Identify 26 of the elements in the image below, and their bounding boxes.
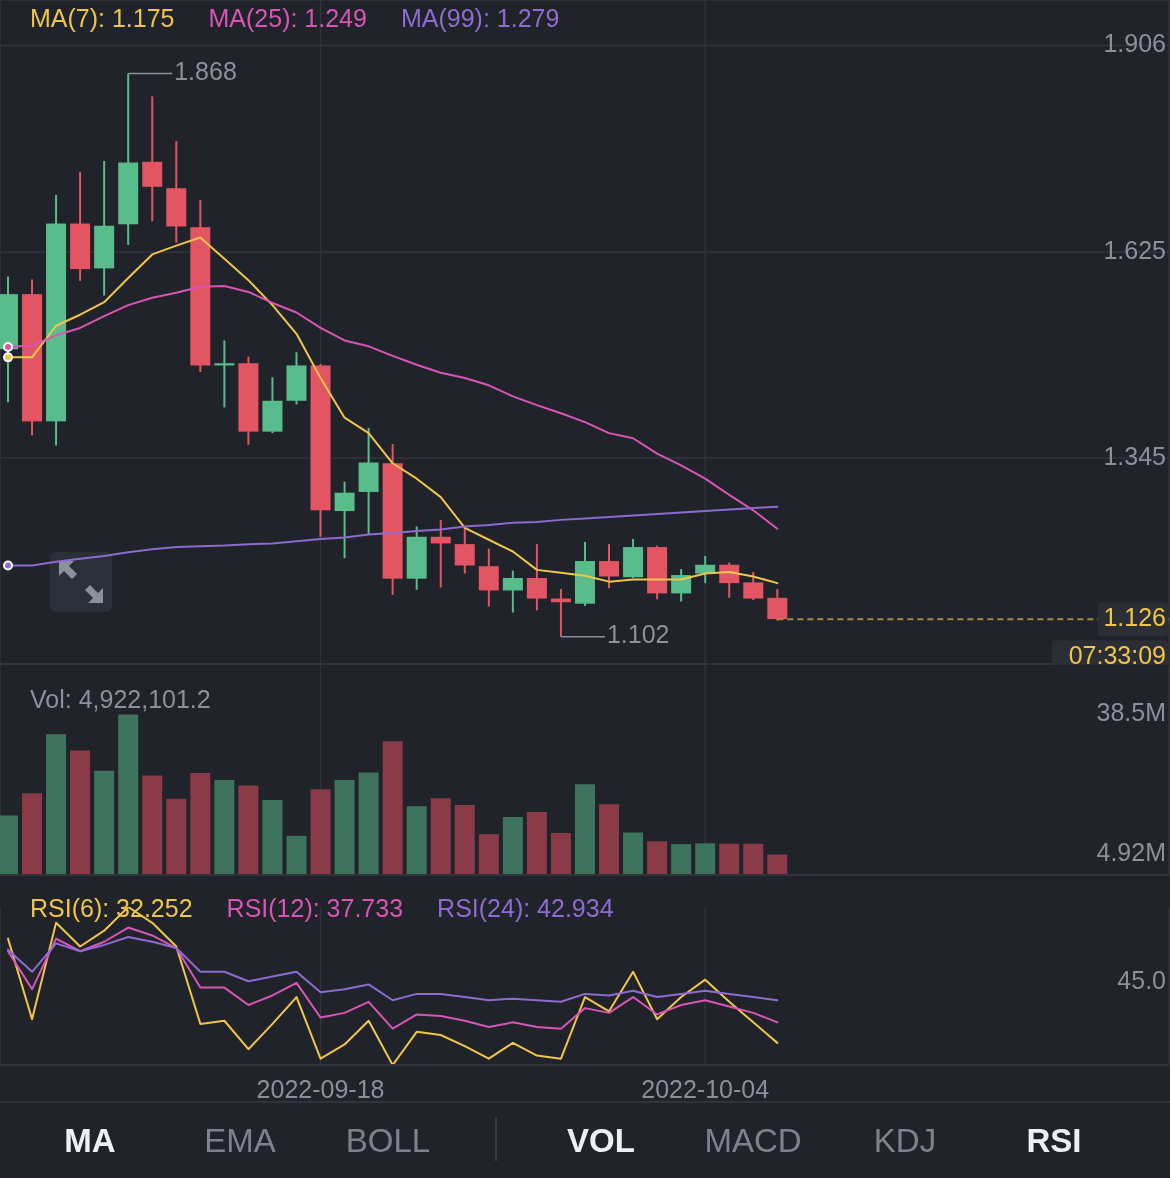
x-tick-label: 2022-10-04 bbox=[641, 1074, 770, 1103]
text: BOLL bbox=[344, 1121, 432, 1161]
text: EMA bbox=[203, 1121, 277, 1161]
text: KDJ bbox=[872, 1121, 938, 1161]
annotation: 1.868 bbox=[174, 57, 237, 86]
text: RSI(24): 42.934 bbox=[437, 894, 614, 923]
series-label: RSI(6): 32.252 bbox=[30, 894, 193, 923]
text: MA bbox=[63, 1121, 117, 1161]
y-tick-label: 1.625 bbox=[1103, 235, 1166, 264]
text: MA(25): 1.249 bbox=[208, 4, 367, 33]
text: MACD bbox=[703, 1121, 803, 1161]
annotation: Vol: 4,922,101.2 bbox=[30, 685, 211, 714]
text: RSI(12): 37.733 bbox=[226, 894, 404, 923]
annotation: 07:33:09 bbox=[1068, 640, 1166, 669]
annotation: 45.0 bbox=[1117, 966, 1166, 995]
y-tick-label: 38.5M bbox=[1096, 698, 1166, 727]
y-tick-label: 4.92M bbox=[1096, 838, 1166, 867]
ref-line-label: 1.126 bbox=[1103, 602, 1166, 631]
y-tick-label: 1.345 bbox=[1103, 441, 1166, 470]
y-tick-label: 1.906 bbox=[1103, 29, 1166, 58]
x-tick-label: 2022-09-18 bbox=[256, 1074, 385, 1103]
text: VOL bbox=[566, 1121, 636, 1161]
text: MA(7): 1.175 bbox=[30, 4, 175, 33]
text: MA(99): 1.279 bbox=[400, 4, 560, 33]
annotation: 1.102 bbox=[606, 620, 670, 649]
text: RSI bbox=[1025, 1121, 1083, 1161]
